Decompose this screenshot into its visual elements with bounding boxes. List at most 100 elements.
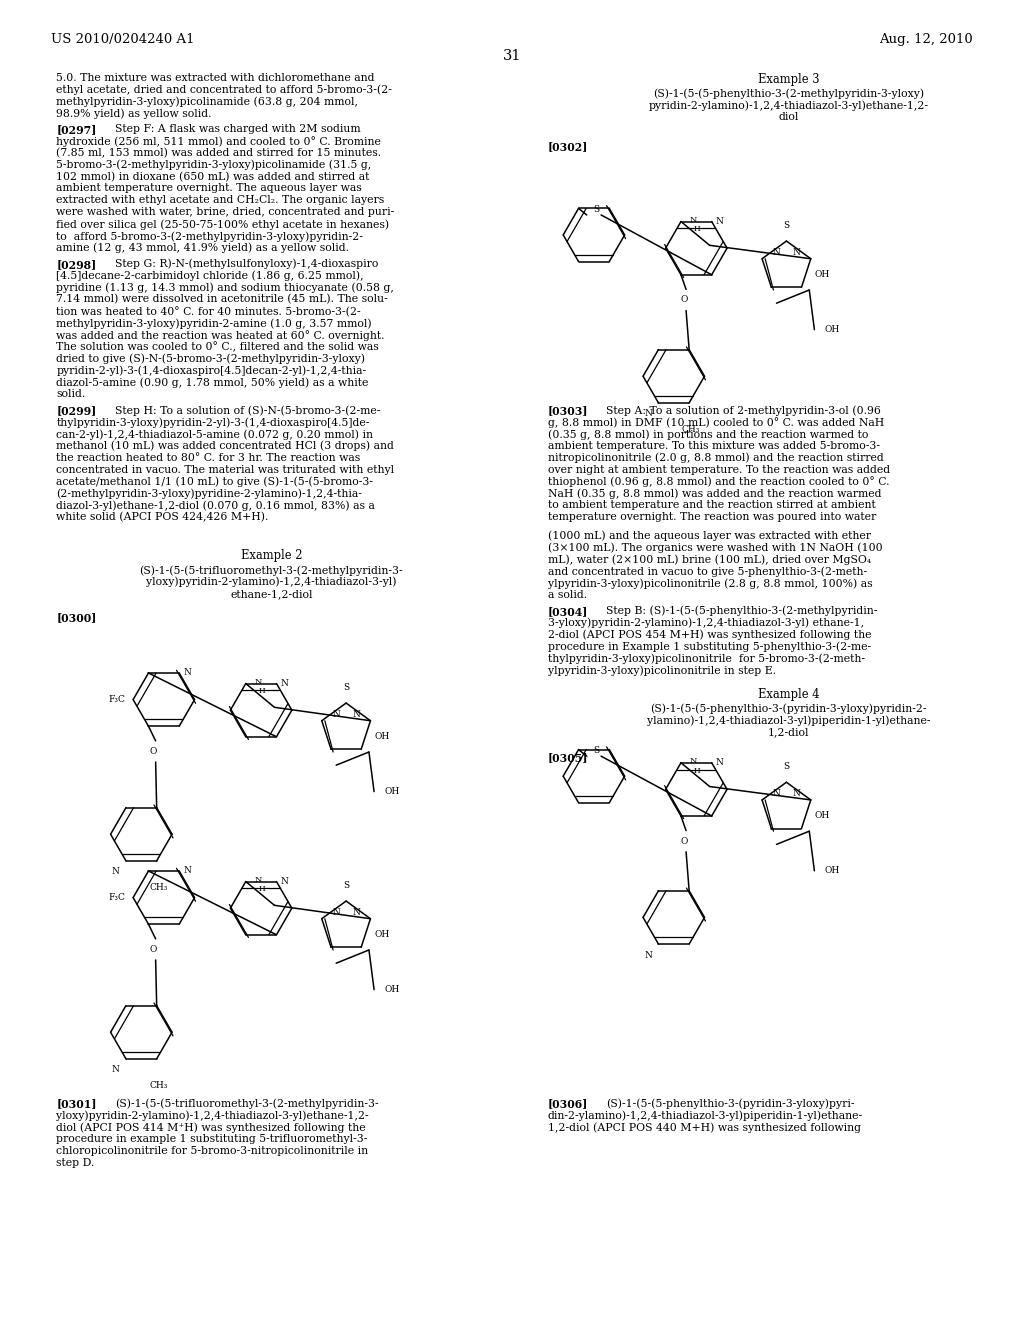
Text: [0303]: [0303] <box>548 405 589 416</box>
Text: ylpyridin-3-yloxy)picolinonitrile in step E.: ylpyridin-3-yloxy)picolinonitrile in ste… <box>548 665 776 676</box>
Text: OH: OH <box>384 787 399 796</box>
Text: g, 8.8 mmol) in DMF (10 mL) cooled to 0° C. was added NaH: g, 8.8 mmol) in DMF (10 mL) cooled to 0°… <box>548 417 884 428</box>
Text: (7.85 ml, 153 mmol) was added and stirred for 15 minutes.: (7.85 ml, 153 mmol) was added and stirre… <box>56 148 382 158</box>
Text: (0.35 g, 8.8 mmol) in portions and the reaction warmed to: (0.35 g, 8.8 mmol) in portions and the r… <box>548 429 868 440</box>
Text: 1,2-diol (APCI POS 440 M+H) was synthesized following: 1,2-diol (APCI POS 440 M+H) was synthesi… <box>548 1122 861 1133</box>
Text: OH: OH <box>814 810 829 820</box>
Text: 5-bromo-3-(2-methylpyridin-3-yloxy)picolinamide (31.5 g,: 5-bromo-3-(2-methylpyridin-3-yloxy)picol… <box>56 160 372 170</box>
Text: thiophenol (0.96 g, 8.8 mmol) and the reaction cooled to 0° C.: thiophenol (0.96 g, 8.8 mmol) and the re… <box>548 477 889 487</box>
Text: to  afford 5-bromo-3-(2-methylpyridin-3-yloxy)pyridin-2-: to afford 5-bromo-3-(2-methylpyridin-3-y… <box>56 231 364 242</box>
Text: pyridin-2-ylamino)-1,2,4-thiadiazol-3-yl)ethane-1,2-: pyridin-2-ylamino)-1,2,4-thiadiazol-3-yl… <box>648 100 929 111</box>
Text: H: H <box>694 226 700 234</box>
Text: S: S <box>593 205 599 214</box>
Text: S: S <box>783 220 790 230</box>
Text: OH: OH <box>374 731 389 741</box>
Text: N: N <box>644 950 652 960</box>
Text: step D.: step D. <box>56 1158 94 1168</box>
Text: N: N <box>716 758 724 767</box>
Text: 2-diol (APCI POS 454 M+H) was synthesized following the: 2-diol (APCI POS 454 M+H) was synthesize… <box>548 630 871 640</box>
Text: N: N <box>183 668 191 677</box>
Text: N: N <box>112 1065 120 1074</box>
Text: 5.0. The mixture was extracted with dichloromethane and: 5.0. The mixture was extracted with dich… <box>56 73 375 83</box>
Text: Aug. 12, 2010: Aug. 12, 2010 <box>879 33 973 46</box>
Text: dried to give (S)-N-(5-bromo-3-(2-methylpyridin-3-yloxy): dried to give (S)-N-(5-bromo-3-(2-methyl… <box>56 354 366 364</box>
Text: H: H <box>259 688 265 696</box>
Text: mL), water (2×100 mL) brine (100 mL), dried over MgSO₄: mL), water (2×100 mL) brine (100 mL), dr… <box>548 554 871 565</box>
Text: Step G: R)-N-(methylsulfonyloxy)-1,4-dioxaspiro: Step G: R)-N-(methylsulfonyloxy)-1,4-dio… <box>115 259 378 269</box>
Text: Step B: (S)-1-(5-(5-phenylthio-3-(2-methylpyridin-: Step B: (S)-1-(5-(5-phenylthio-3-(2-meth… <box>606 606 878 616</box>
Text: ethane-1,2-diol: ethane-1,2-diol <box>230 589 312 599</box>
Text: 7.14 mmol) were dissolved in acetonitrile (45 mL). The solu-: 7.14 mmol) were dissolved in acetonitril… <box>56 294 388 305</box>
Text: diol (APCI POS 414 M⁺H) was synthesized following the: diol (APCI POS 414 M⁺H) was synthesized … <box>56 1122 366 1133</box>
Text: ethyl acetate, dried and concentrated to afford 5-bromo-3-(2-: ethyl acetate, dried and concentrated to… <box>56 84 392 95</box>
Text: pyridin-2-yl)-3-(1,4-dioxaspiro[4.5]decan-2-yl)-1,2,4-thia-: pyridin-2-yl)-3-(1,4-dioxaspiro[4.5]deca… <box>56 366 367 376</box>
Text: Step F: A flask was charged with 2M sodium: Step F: A flask was charged with 2M sodi… <box>115 124 360 135</box>
Text: nitropicolinonitrile (2.0 g, 8.8 mmol) and the reaction stirred: nitropicolinonitrile (2.0 g, 8.8 mmol) a… <box>548 453 884 463</box>
Text: N: N <box>254 876 262 884</box>
Text: N: N <box>183 866 191 875</box>
Text: CH₃: CH₃ <box>150 1081 168 1090</box>
Text: din-2-ylamino)-1,2,4-thiadiazol-3-yl)piperidin-1-yl)ethane-: din-2-ylamino)-1,2,4-thiadiazol-3-yl)pip… <box>548 1110 863 1121</box>
Text: [0306]: [0306] <box>548 1098 588 1109</box>
Text: S: S <box>343 880 349 890</box>
Text: Example 3: Example 3 <box>758 73 819 86</box>
Text: 3-yloxy)pyridin-2-ylamino)-1,2,4-thiadiazol-3-yl) ethane-1,: 3-yloxy)pyridin-2-ylamino)-1,2,4-thiadia… <box>548 618 864 628</box>
Text: ambient temperature. To this mixture was added 5-bromo-3-: ambient temperature. To this mixture was… <box>548 441 880 451</box>
Text: fied over silica gel (25-50-75-100% ethyl acetate in hexanes): fied over silica gel (25-50-75-100% ethy… <box>56 219 389 230</box>
Text: N: N <box>793 789 801 797</box>
Text: NaH (0.35 g, 8.8 mmol) was added and the reaction warmed: NaH (0.35 g, 8.8 mmol) was added and the… <box>548 488 882 499</box>
Text: US 2010/0204240 A1: US 2010/0204240 A1 <box>51 33 195 46</box>
Text: methylpyridin-3-yloxy)picolinamide (63.8 g, 204 mmol,: methylpyridin-3-yloxy)picolinamide (63.8… <box>56 96 358 107</box>
Text: CH₃: CH₃ <box>682 425 700 434</box>
Text: procedure in Example 1 substituting 5-phenylthio-3-(2-me-: procedure in Example 1 substituting 5-ph… <box>548 642 871 652</box>
Text: S: S <box>593 746 599 755</box>
Text: (S)-1-(5-(5-trifluoromethyl-3-(2-methylpyridin-3-: (S)-1-(5-(5-trifluoromethyl-3-(2-methylp… <box>115 1098 378 1109</box>
Text: OH: OH <box>824 325 840 334</box>
Text: (S)-1-(5-(5-phenylthio-3-(pyridin-3-yloxy)pyridin-2-: (S)-1-(5-(5-phenylthio-3-(pyridin-3-ylox… <box>650 704 927 714</box>
Text: diol: diol <box>778 112 799 123</box>
Text: N: N <box>352 710 360 718</box>
Text: N: N <box>716 216 724 226</box>
Text: N: N <box>112 867 120 876</box>
Text: concentrated in vacuo. The material was triturated with ethyl: concentrated in vacuo. The material was … <box>56 465 394 475</box>
Text: S: S <box>343 682 349 692</box>
Text: H: H <box>694 767 700 775</box>
Text: pyridine (1.13 g, 14.3 mmol) and sodium thiocyanate (0.58 g,: pyridine (1.13 g, 14.3 mmol) and sodium … <box>56 282 394 293</box>
Text: N: N <box>281 876 289 886</box>
Text: H: H <box>259 886 265 894</box>
Text: [0304]: [0304] <box>548 606 588 616</box>
Text: to ambient temperature and the reaction stirred at ambient: to ambient temperature and the reaction … <box>548 500 876 511</box>
Text: The solution was cooled to 0° C., filtered and the solid was: The solution was cooled to 0° C., filter… <box>56 342 379 352</box>
Text: (S)-1-(5-(5-phenylthio-3-(pyridin-3-yloxy)pyri-: (S)-1-(5-(5-phenylthio-3-(pyridin-3-ylox… <box>606 1098 855 1109</box>
Text: N: N <box>772 248 780 256</box>
Text: 98.9% yield) as yellow solid.: 98.9% yield) as yellow solid. <box>56 108 212 119</box>
Text: (S)-1-(5-(5-phenylthio-3-(2-methylpyridin-3-yloxy): (S)-1-(5-(5-phenylthio-3-(2-methylpyridi… <box>653 88 924 99</box>
Text: were washed with water, brine, dried, concentrated and puri-: were washed with water, brine, dried, co… <box>56 207 394 218</box>
Text: N: N <box>332 908 340 916</box>
Text: [0301]: [0301] <box>56 1098 97 1109</box>
Text: a solid.: a solid. <box>548 590 587 601</box>
Text: diazol-5-amine (0.90 g, 1.78 mmol, 50% yield) as a white: diazol-5-amine (0.90 g, 1.78 mmol, 50% y… <box>56 378 369 388</box>
Text: hydroxide (256 ml, 511 mmol) and cooled to 0° C. Bromine: hydroxide (256 ml, 511 mmol) and cooled … <box>56 136 381 147</box>
Text: solid.: solid. <box>56 389 86 400</box>
Text: can-2-yl)-1,2,4-thiadiazol-5-amine (0.072 g, 0.20 mmol) in: can-2-yl)-1,2,4-thiadiazol-5-amine (0.07… <box>56 429 374 440</box>
Text: [0302]: [0302] <box>548 141 588 152</box>
Text: [0305]: [0305] <box>548 752 589 763</box>
Text: Step A: To a solution of 2-methylpyridin-3-ol (0.96: Step A: To a solution of 2-methylpyridin… <box>606 405 881 416</box>
Text: Example 4: Example 4 <box>758 688 819 701</box>
Text: thylpyridin-3-yloxy)pyridin-2-yl)-3-(1,4-dioxaspiro[4.5]de-: thylpyridin-3-yloxy)pyridin-2-yl)-3-(1,4… <box>56 417 370 428</box>
Text: procedure in example 1 substituting 5-trifluoromethyl-3-: procedure in example 1 substituting 5-tr… <box>56 1134 368 1144</box>
Text: the reaction heated to 80° C. for 3 hr. The reaction was: the reaction heated to 80° C. for 3 hr. … <box>56 453 360 463</box>
Text: ylpyridin-3-yloxy)picolinonitrile (2.8 g, 8.8 mmol, 100%) as: ylpyridin-3-yloxy)picolinonitrile (2.8 g… <box>548 578 872 589</box>
Text: Example 2: Example 2 <box>241 549 302 562</box>
Text: N: N <box>254 678 262 686</box>
Text: chloropicolinonitrile for 5-bromo-3-nitropicolinonitrile in: chloropicolinonitrile for 5-bromo-3-nitr… <box>56 1146 369 1156</box>
Text: (3×100 mL). The organics were washed with 1N NaOH (100: (3×100 mL). The organics were washed wit… <box>548 543 883 553</box>
Text: ylamino)-1,2,4-thiadiazol-3-yl)piperidin-1-yl)ethane-: ylamino)-1,2,4-thiadiazol-3-yl)piperidin… <box>647 715 930 726</box>
Text: thylpyridin-3-yloxy)picolinonitrile  for 5-bromo-3-(2-meth-: thylpyridin-3-yloxy)picolinonitrile for … <box>548 653 865 664</box>
Text: yloxy)pyridin-2-ylamino)-1,2,4-thiadiazol-3-yl): yloxy)pyridin-2-ylamino)-1,2,4-thiadiazo… <box>146 577 396 587</box>
Text: O: O <box>150 747 158 756</box>
Text: amine (12 g, 43 mmol, 41.9% yield) as a yellow solid.: amine (12 g, 43 mmol, 41.9% yield) as a … <box>56 243 349 253</box>
Text: yloxy)pyridin-2-ylamino)-1,2,4-thiadiazol-3-yl)ethane-1,2-: yloxy)pyridin-2-ylamino)-1,2,4-thiadiazo… <box>56 1110 369 1121</box>
Text: CH₃: CH₃ <box>150 883 168 892</box>
